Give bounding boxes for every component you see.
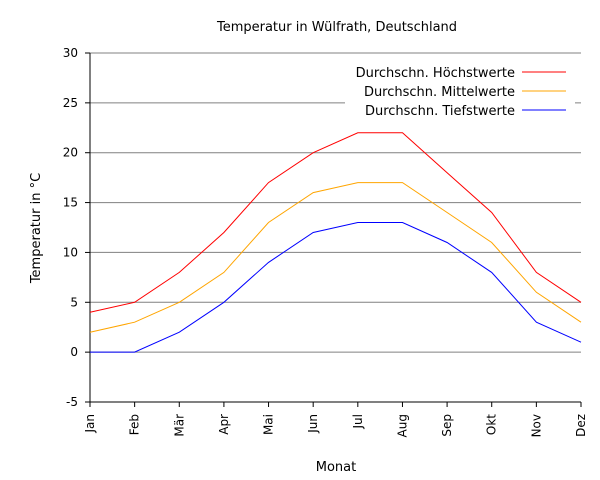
- x-tick-label: Jul: [351, 414, 365, 429]
- series-line: [89, 132, 582, 313]
- x-tick-label: Nov: [529, 414, 543, 437]
- legend: Durchschn. Höchstwerte Durchschn. Mittelw…: [345, 60, 575, 121]
- axis-layer: -5 0 5 10 15 20 25 30 Jan Feb Mär Apr Mai Jun Jul Aug Se…: [63, 46, 588, 437]
- y-tick-label: -5: [66, 395, 78, 409]
- x-tick-label: Mai: [262, 414, 276, 435]
- x-axis-title: Monat: [316, 460, 356, 475]
- x-tick-label: Aug: [395, 414, 409, 437]
- x-tick-label: Dez: [574, 414, 588, 437]
- grid-layer: [90, 52, 581, 353]
- legend-label: Durchschn. Höchstwerte: [356, 66, 515, 81]
- y-tick-label: 10: [63, 245, 78, 259]
- y-tick-label: 15: [63, 196, 78, 210]
- x-tick-label: Jan: [83, 414, 97, 434]
- legend-label: Durchschn. Tiefstwerte: [365, 104, 515, 119]
- y-tick-label: 5: [70, 295, 78, 309]
- x-tick-label: Sep: [440, 414, 454, 437]
- y-axis-title: Temperatur in °C: [29, 173, 44, 284]
- y-tick-label: 25: [63, 96, 78, 110]
- y-tick-label: 30: [63, 46, 78, 60]
- y-tick-label: 20: [63, 146, 78, 160]
- x-tick-label: Mär: [172, 414, 186, 437]
- x-tick-label: Feb: [128, 414, 142, 435]
- series-layer: [89, 132, 582, 353]
- chart-title: Temperatur in Wülfrath, Deutschland: [216, 20, 457, 35]
- series-line: [89, 182, 582, 333]
- x-tick-label: Jun: [306, 414, 320, 434]
- series-line: [90, 222, 582, 353]
- x-tick-label: Okt: [485, 414, 499, 435]
- legend-label: Durchschn. Mittelwerte: [364, 85, 515, 100]
- x-tick-label: Apr: [217, 414, 231, 435]
- y-tick-label: 0: [70, 345, 78, 359]
